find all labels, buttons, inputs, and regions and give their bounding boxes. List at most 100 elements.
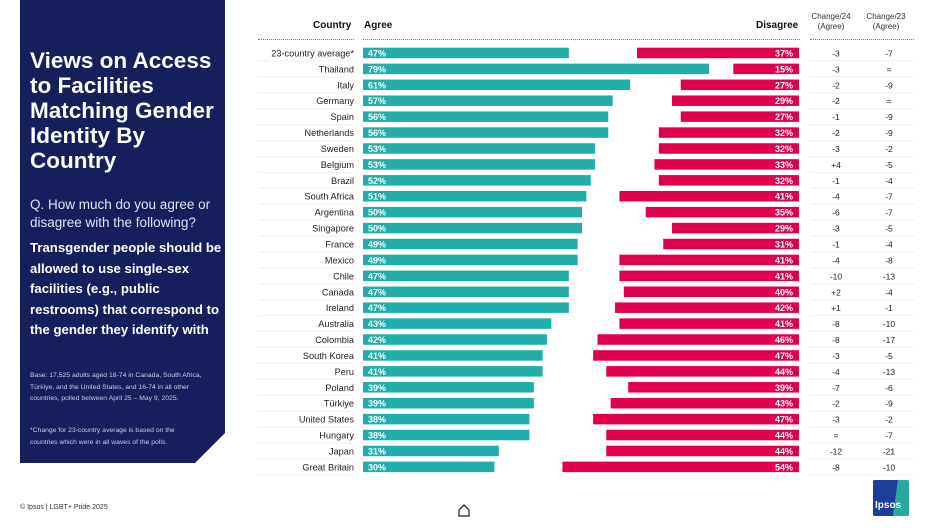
agree-value-label: 41% [368, 351, 386, 361]
agree-bar [363, 334, 547, 345]
home-icon[interactable] [456, 502, 472, 518]
disagree-value-label: 27% [775, 80, 793, 90]
change24-value: -1 [832, 176, 840, 186]
country-label: Singapore [312, 224, 354, 234]
disagree-value-label: 41% [775, 271, 793, 281]
disagree-bar [654, 159, 799, 170]
change24-value: -3 [832, 144, 840, 154]
change23-value: -1 [885, 303, 893, 313]
agree-value-label: 79% [368, 64, 386, 74]
change24-value: -4 [832, 192, 840, 202]
agree-bar [363, 159, 596, 170]
country-label: Germany [316, 96, 354, 106]
header-divider [258, 39, 354, 40]
disagree-value-label: 27% [775, 112, 793, 122]
agree-bar [363, 222, 582, 234]
country-label: Canada [322, 287, 355, 297]
change24-value: -10 [830, 271, 843, 281]
disagree-bar [619, 318, 799, 329]
agree-bar [363, 238, 578, 250]
change23-value: -13 [883, 271, 896, 281]
disagree-value-label: 29% [775, 224, 793, 234]
agree-bar [363, 175, 591, 186]
agree-bar [363, 111, 609, 122]
country-label: Poland [325, 383, 354, 393]
disagree-value-label: 33% [775, 160, 793, 170]
change24-value: -2 [832, 96, 840, 106]
agree-value-label: 49% [368, 255, 386, 265]
country-label: Thailand [319, 64, 354, 74]
disagree-bar [658, 143, 799, 154]
change24-value: +2 [831, 287, 841, 297]
header-agree: Agree [364, 20, 393, 31]
agree-value-label: 43% [368, 319, 386, 329]
disagree-bar [645, 206, 799, 218]
change23-value: -7 [885, 192, 893, 202]
disagree-bar [606, 429, 799, 441]
disagree-value-label: 42% [775, 303, 793, 313]
header-divider [810, 39, 914, 40]
change24-value: -12 [830, 446, 843, 456]
disagree-value-label: 44% [775, 446, 793, 456]
disagree-value-label: 43% [775, 399, 793, 409]
header-change24: Change/24 (Agree) [811, 12, 851, 31]
agree-value-label: 53% [368, 144, 386, 154]
average-note: *Change for 23-country average is based … [30, 427, 175, 446]
disagree-value-label: 31% [775, 240, 793, 250]
change24-value: -3 [832, 224, 840, 234]
country-label: Sweden [321, 144, 354, 154]
agree-bar [363, 318, 552, 329]
agree-value-label: 61% [368, 80, 386, 90]
country-label: Argentina [315, 208, 355, 218]
change23-value: -7 [885, 48, 893, 58]
change23-value: -2 [885, 144, 893, 154]
change24-value: +4 [831, 160, 841, 170]
country-label: Chile [333, 271, 354, 281]
disagree-value-label: 15% [775, 64, 793, 74]
disagree-bar [606, 366, 799, 377]
country-label: Japan [329, 446, 354, 456]
disagree-bar [733, 63, 799, 75]
agree-bar [363, 63, 710, 75]
page-title: Views on Access to Facilities Matching G… [30, 48, 214, 173]
change24-value: -3 [832, 64, 840, 74]
disagree-bar [623, 286, 799, 298]
agree-bar [363, 254, 578, 266]
agree-bar [363, 127, 609, 138]
change23-value: -17 [883, 335, 896, 345]
change23-value: -4 [885, 287, 893, 297]
agree-value-label: 47% [368, 303, 386, 313]
change24-value: -2 [832, 80, 840, 90]
survey-statement: Transgender people should be allowed to … [30, 240, 222, 337]
disagree-bar [628, 382, 799, 393]
disagree-bar [593, 413, 799, 425]
disagree-value-label: 32% [775, 176, 793, 186]
logo-accent [893, 480, 909, 516]
change23-value: -5 [885, 224, 893, 234]
agree-value-label: 57% [368, 96, 386, 106]
disagree-value-label: 40% [775, 287, 793, 297]
country-label: Hungary [319, 431, 354, 441]
change24-value: -2 [832, 399, 840, 409]
agree-value-label: 51% [368, 192, 386, 202]
country-label: United States [299, 415, 355, 425]
country-label: Netherlands [304, 128, 354, 138]
change23-value: = [887, 96, 892, 106]
disagree-bar [636, 47, 799, 59]
change24-value: -7 [832, 383, 840, 393]
agree-bar [363, 445, 499, 457]
agree-bar [363, 286, 569, 298]
disagree-value-label: 37% [775, 48, 793, 58]
agree-bar [363, 429, 530, 441]
agree-value-label: 49% [368, 240, 386, 250]
change23-value: -4 [885, 176, 893, 186]
country-label: Peru [335, 367, 354, 377]
disagree-value-label: 54% [775, 462, 793, 472]
change23-value: -7 [885, 208, 893, 218]
disagree-bar [680, 111, 799, 122]
change24-value: -3 [832, 351, 840, 361]
survey-question: Q. How much do you agree or disagree wit… [30, 197, 211, 230]
agree-value-label: 53% [368, 160, 386, 170]
agree-bar [363, 206, 582, 218]
change23-value: -5 [885, 351, 893, 361]
